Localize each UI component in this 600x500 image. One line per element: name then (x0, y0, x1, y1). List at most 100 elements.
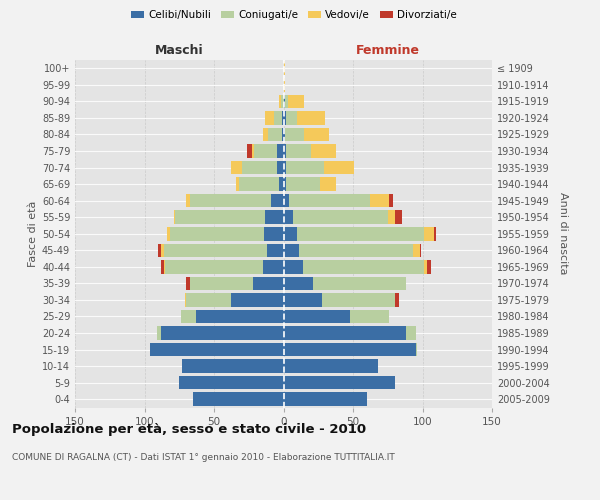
Bar (173, 210, 175, 224)
Bar (284, 276, 313, 290)
Bar (277, 144, 284, 158)
Bar (158, 244, 161, 257)
Bar (281, 94, 284, 108)
Bar (284, 326, 406, 340)
Bar (284, 161, 286, 174)
Bar (175, 210, 265, 224)
Bar (324, 161, 355, 174)
Bar (282, 111, 284, 124)
Bar (285, 128, 304, 141)
Text: COMUNE DI RAGALNA (CT) - Dati ISTAT 1° gennaio 2010 - Elaborazione TUTTITALIA.IT: COMUNE DI RAGALNA (CT) - Dati ISTAT 1° g… (12, 452, 395, 462)
Bar (389, 194, 394, 207)
Bar (299, 244, 413, 257)
Bar (284, 194, 289, 207)
Bar (293, 210, 388, 224)
Text: Maschi: Maschi (155, 44, 203, 57)
Bar (274, 111, 282, 124)
Bar (230, 293, 284, 306)
Bar (150, 343, 284, 356)
Bar (286, 111, 298, 124)
Bar (284, 244, 299, 257)
Bar (413, 244, 420, 257)
Bar (164, 244, 267, 257)
Bar (280, 178, 284, 191)
Bar (190, 276, 253, 290)
Bar (284, 94, 285, 108)
Bar (284, 360, 378, 373)
Bar (284, 210, 293, 224)
Bar (236, 178, 239, 191)
Bar (388, 210, 395, 224)
Bar (284, 78, 285, 92)
Bar (265, 210, 284, 224)
Bar (416, 343, 417, 356)
Bar (242, 161, 277, 174)
Bar (395, 210, 401, 224)
Bar (322, 293, 395, 306)
Bar (280, 94, 281, 108)
Bar (286, 161, 324, 174)
Bar (264, 227, 284, 240)
Bar (268, 128, 282, 141)
Y-axis label: Fasce di età: Fasce di età (28, 200, 38, 267)
Bar (284, 62, 285, 75)
Bar (251, 144, 254, 158)
Bar (166, 260, 263, 274)
Bar (284, 293, 322, 306)
Bar (161, 260, 164, 274)
Bar (286, 178, 320, 191)
Legend: Celibi/Nubili, Coniugati/e, Vedovi/e, Divorziati/e: Celibi/Nubili, Coniugati/e, Vedovi/e, Di… (127, 6, 461, 25)
Bar (434, 227, 436, 240)
Bar (320, 178, 337, 191)
Bar (196, 310, 284, 324)
Bar (370, 194, 389, 207)
Bar (253, 276, 284, 290)
Bar (186, 293, 230, 306)
Bar (161, 244, 164, 257)
Bar (350, 310, 389, 324)
Bar (167, 227, 170, 240)
Bar (157, 326, 161, 340)
Bar (271, 194, 284, 207)
Bar (298, 111, 325, 124)
Bar (298, 227, 424, 240)
Bar (284, 227, 298, 240)
Bar (286, 144, 311, 158)
Bar (284, 343, 416, 356)
Bar (282, 128, 284, 141)
Bar (185, 293, 186, 306)
Bar (190, 194, 271, 207)
Bar (420, 244, 421, 257)
Bar (284, 260, 303, 274)
Bar (247, 144, 251, 158)
Bar (284, 376, 395, 390)
Bar (239, 178, 280, 191)
Bar (265, 111, 274, 124)
Bar (263, 260, 284, 274)
Bar (182, 360, 284, 373)
Bar (284, 310, 350, 324)
Bar (230, 161, 242, 174)
Bar (179, 376, 284, 390)
Bar (277, 161, 284, 174)
Bar (304, 128, 329, 141)
Bar (284, 178, 286, 191)
Bar (284, 144, 286, 158)
Bar (313, 276, 406, 290)
Bar (186, 194, 190, 207)
Bar (427, 260, 431, 274)
Bar (424, 227, 434, 240)
Bar (181, 310, 196, 324)
Bar (395, 293, 399, 306)
Bar (424, 260, 427, 274)
Bar (164, 260, 166, 274)
Text: Femmine: Femmine (356, 44, 420, 57)
Bar (161, 326, 284, 340)
Bar (289, 194, 370, 207)
Bar (285, 94, 287, 108)
Bar (284, 111, 286, 124)
Bar (267, 244, 284, 257)
Text: Popolazione per età, sesso e stato civile - 2010: Popolazione per età, sesso e stato civil… (12, 422, 366, 436)
Bar (284, 128, 285, 141)
Bar (254, 144, 277, 158)
